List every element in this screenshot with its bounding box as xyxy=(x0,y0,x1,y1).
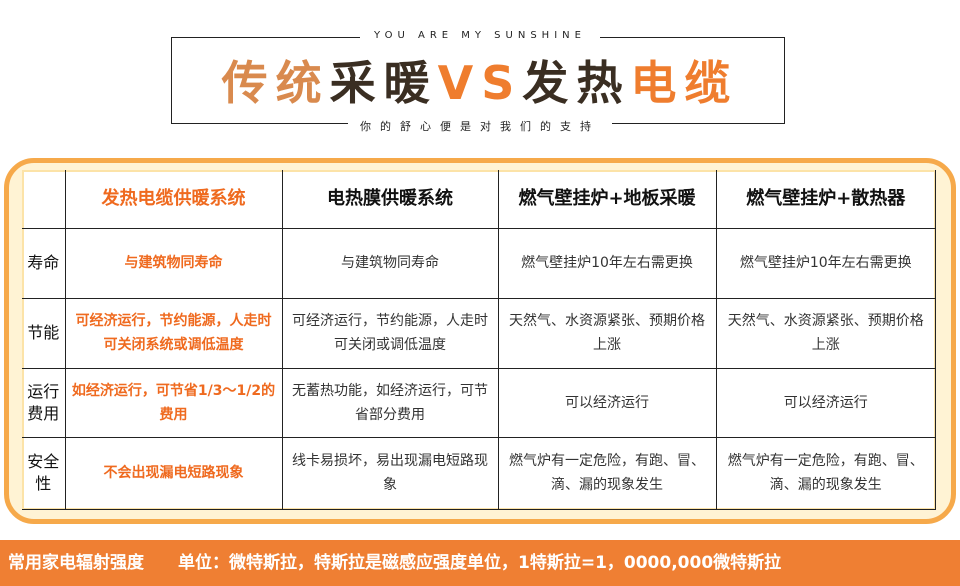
table-header-row: 发热电缆供暖系统 电热膜供暖系统 燃气壁挂炉+地板采暖 燃气壁挂炉+散热器 xyxy=(22,170,936,229)
tagline: YOU ARE MY SUNSHINE xyxy=(0,30,960,41)
comparison-table: 发热电缆供暖系统 电热膜供暖系统 燃气壁挂炉+地板采暖 燃气壁挂炉+散热器 寿命… xyxy=(22,170,936,510)
footer-banner: 常用家电辐射强度 单位：微特斯拉，特斯拉是磁感应强度单位，1特斯拉=1，0000,… xyxy=(0,540,960,586)
table-row: 节能 可经济运行，节约能源，人走时可关闭系统或调低温度 可经济运行，节约能源，人… xyxy=(22,297,936,369)
subtitle: 你的舒心便是对我们的支持 xyxy=(0,118,960,134)
cell: 线卡易损坏，易出现漏电短路现象 xyxy=(281,436,499,510)
column-header: 燃气壁挂炉+散热器 xyxy=(715,170,936,229)
page-title: 传统采暖VS发热电缆 xyxy=(221,56,739,110)
cell: 可以经济运行 xyxy=(497,367,717,438)
footer-title: 常用家电辐射强度 xyxy=(8,553,144,573)
cell: 燃气炉有一定危险，有跑、冒、滴、漏的现象发生 xyxy=(497,436,717,510)
row-label: 安全性 xyxy=(22,436,66,510)
cell: 如经济运行，可节省1/3～1/2的费用 xyxy=(64,367,283,438)
table-row: 寿命 与建筑物同寿命 与建筑物同寿命 燃气壁挂炉10年左右需更换 燃气壁挂炉10… xyxy=(22,227,936,299)
cell: 天然气、水资源紧张、预期价格上涨 xyxy=(497,297,717,369)
footer-unit: 单位：微特斯拉，特斯拉是磁感应强度单位，1特斯拉=1，0000,000微特斯拉 xyxy=(178,553,782,573)
cell: 可以经济运行 xyxy=(715,367,936,438)
table-row: 安全性 不会出现漏电短路现象 线卡易损坏，易出现漏电短路现象 燃气炉有一定危险，… xyxy=(22,436,936,510)
cell: 燃气壁挂炉10年左右需更换 xyxy=(715,227,936,299)
column-header: 发热电缆供暖系统 xyxy=(64,170,283,229)
cell: 可经济运行，节约能源，人走时可关闭或调低温度 xyxy=(281,297,499,369)
row-label: 节能 xyxy=(22,297,66,369)
table-row: 运行费用 如经济运行，可节省1/3～1/2的费用 无蓄热功能，如经济运行，可节省… xyxy=(22,367,936,438)
row-label: 运行费用 xyxy=(22,367,66,438)
cell: 与建筑物同寿命 xyxy=(281,227,499,299)
cell: 与建筑物同寿命 xyxy=(64,227,283,299)
cell: 燃气壁挂炉10年左右需更换 xyxy=(497,227,717,299)
cell: 天然气、水资源紧张、预期价格上涨 xyxy=(715,297,936,369)
row-label: 寿命 xyxy=(22,227,66,299)
cell: 无蓄热功能，如经济运行，可节省部分费用 xyxy=(281,367,499,438)
column-header: 燃气壁挂炉+地板采暖 xyxy=(497,170,717,229)
corner-cell xyxy=(22,170,66,229)
column-header: 电热膜供暖系统 xyxy=(281,170,499,229)
cell: 不会出现漏电短路现象 xyxy=(64,436,283,510)
cell: 可经济运行，节约能源，人走时可关闭系统或调低温度 xyxy=(64,297,283,369)
cell: 燃气炉有一定危险，有跑、冒、滴、漏的现象发生 xyxy=(715,436,936,510)
